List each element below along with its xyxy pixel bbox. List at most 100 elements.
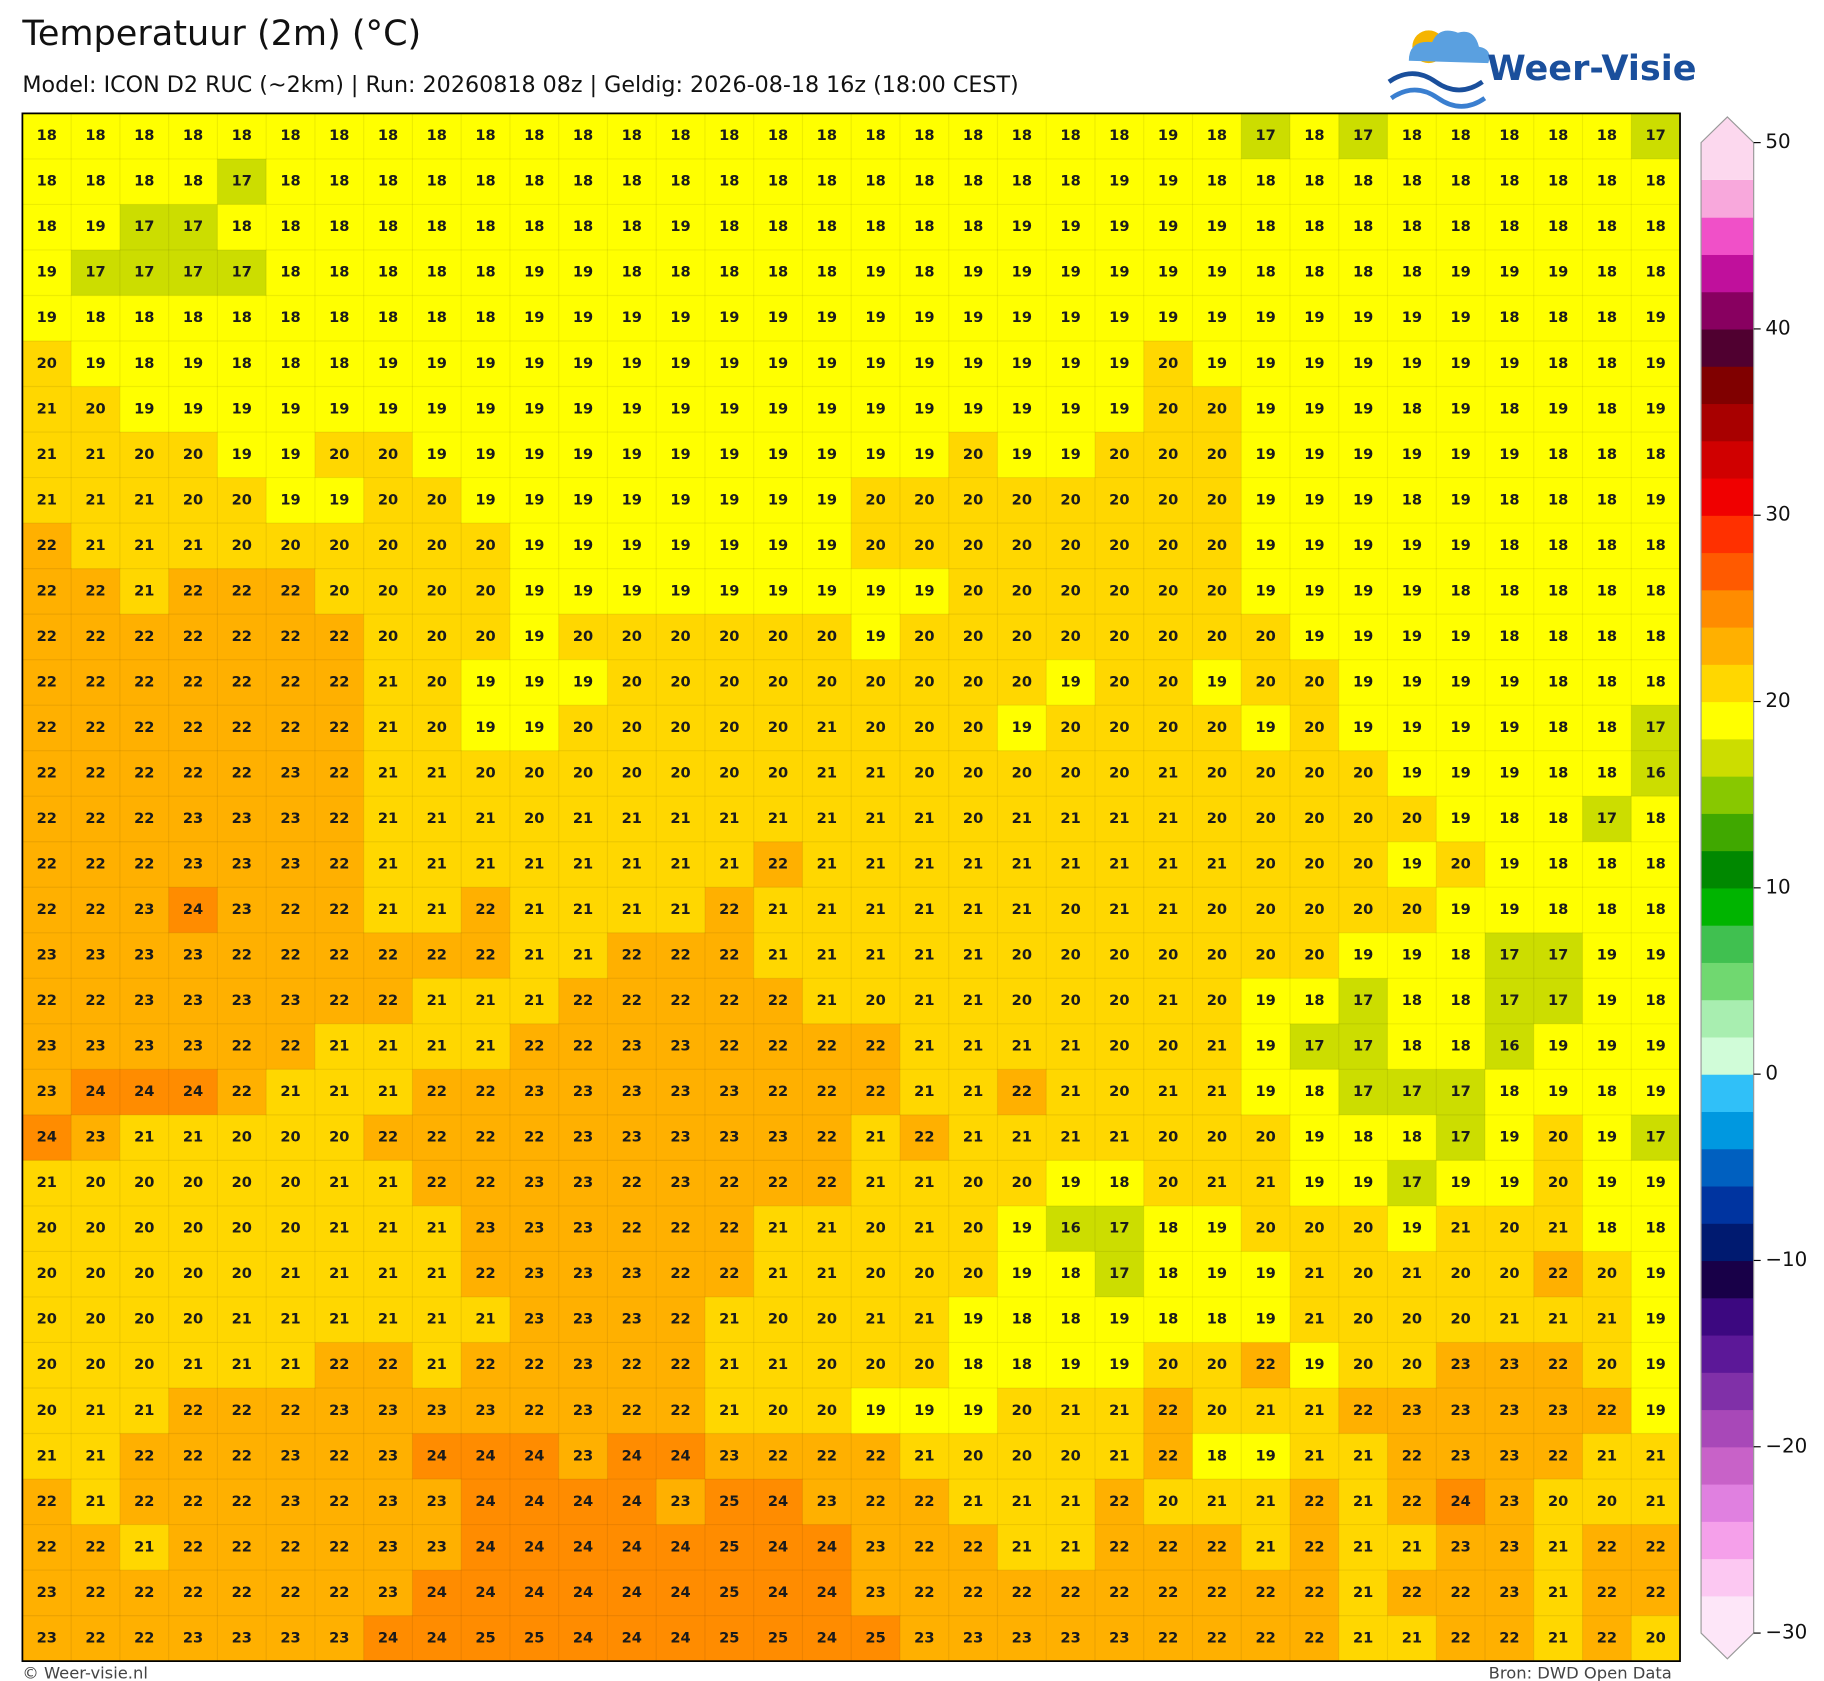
temperature-label: 20 (1060, 764, 1080, 781)
temperature-label: 22 (85, 1629, 105, 1646)
colorbar-bin (1701, 291, 1754, 330)
temperature-label: 21 (134, 1402, 154, 1419)
temperature-cell (1046, 1069, 1096, 1116)
temperature-label: 20 (134, 1220, 154, 1237)
temperature-label: 23 (37, 1038, 57, 1055)
temperature-label: 22 (865, 1493, 885, 1510)
temperature-cell (607, 295, 657, 342)
temperature-cell (753, 887, 804, 934)
temperature-label: 18 (1597, 628, 1617, 645)
temperature-cell (753, 432, 804, 479)
temperature-cell (1289, 1160, 1340, 1207)
temperature-cell (1289, 978, 1340, 1025)
temperature-label: 18 (1597, 127, 1617, 144)
temperature-label: 20 (1207, 628, 1227, 645)
temperature-label: 22 (1548, 1356, 1568, 1373)
temperature-cell (851, 113, 901, 160)
temperature-cell (1387, 1296, 1437, 1344)
temperature-label: 21 (1207, 1174, 1227, 1191)
temperature-cell (168, 113, 219, 160)
temperature-cell (1046, 1342, 1096, 1389)
temperature-cell (412, 1251, 462, 1298)
temperature-cell (948, 295, 999, 342)
temperature-cell (558, 705, 609, 752)
temperature-label: 18 (1499, 810, 1519, 827)
temperature-cell (1338, 295, 1389, 342)
temperature-cell (266, 887, 316, 934)
temperature-label: 20 (378, 628, 398, 645)
temperature-label: 18 (1548, 446, 1568, 463)
temperature-label: 20 (573, 628, 593, 645)
temperature-cell (997, 1387, 1047, 1435)
temperature-cell (851, 1251, 901, 1298)
temperature-cell (119, 523, 170, 570)
temperature-cell (363, 1524, 414, 1571)
temperature-label: 22 (1304, 1538, 1324, 1555)
temperature-cell (314, 750, 365, 797)
temperature-cell (1387, 1114, 1437, 1161)
temperature-cell (1289, 705, 1340, 752)
temperature-label: 21 (232, 1311, 252, 1328)
temperature-cell (509, 386, 560, 433)
temperature-label: 23 (963, 1629, 983, 1646)
temperature-label: 24 (573, 1629, 593, 1646)
temperature-cell (802, 887, 852, 934)
temperature-cell (899, 887, 950, 934)
temperature-label: 22 (329, 719, 349, 736)
temperature-cell (753, 1433, 804, 1480)
temperature-cell (1338, 1524, 1389, 1571)
temperature-cell (1289, 340, 1340, 388)
temperature-label: 22 (85, 628, 105, 645)
temperature-cell (119, 841, 170, 888)
temperature-cell (22, 204, 72, 251)
temperature-cell (1485, 1342, 1535, 1389)
temperature-label: 19 (719, 309, 739, 326)
temperature-label: 22 (378, 992, 398, 1009)
temperature-label: 19 (1207, 355, 1227, 372)
temperature-label: 22 (524, 1129, 544, 1146)
temperature-cell (1631, 1251, 1681, 1298)
temperature-cell (412, 659, 462, 706)
temperature-cell (1387, 1615, 1437, 1662)
temperature-label: 19 (1402, 1220, 1422, 1237)
temperature-label: 19 (914, 309, 934, 326)
temperature-label: 20 (1207, 719, 1227, 736)
temperature-cell (753, 340, 804, 388)
temperature-label: 20 (622, 673, 642, 690)
temperature-label: 19 (865, 628, 885, 645)
temperature-label: 22 (183, 673, 203, 690)
temperature-label: 19 (1158, 309, 1178, 326)
temperature-label: 20 (1353, 1220, 1373, 1237)
colorbar-bin (1701, 1260, 1754, 1299)
temperature-cell (948, 841, 999, 888)
temperature-label: 19 (1499, 855, 1519, 872)
temperature-label: 21 (1353, 1629, 1373, 1646)
temperature-label: 19 (329, 491, 349, 508)
temperature-cell (168, 1069, 219, 1116)
temperature-cell (1241, 932, 1291, 979)
temperature-cell (656, 1251, 706, 1298)
temperature-label: 20 (817, 673, 837, 690)
temperature-label: 20 (1353, 764, 1373, 781)
temperature-cell (168, 1524, 219, 1571)
temperature-cell (1094, 614, 1145, 661)
temperature-cell (851, 1570, 901, 1617)
temperature-cell (22, 1387, 72, 1435)
colorbar-bin (1701, 440, 1754, 479)
temperature-label: 19 (1255, 582, 1275, 599)
temperature-label: 21 (524, 992, 544, 1009)
temperature-label: 21 (914, 810, 934, 827)
temperature-label: 18 (329, 355, 349, 372)
temperature-label: 17 (1402, 1174, 1422, 1191)
temperature-label: 23 (1109, 1629, 1129, 1646)
temperature-label: 21 (427, 855, 447, 872)
temperature-cell (704, 1387, 755, 1435)
temperature-cell (753, 1524, 804, 1571)
temperature-label: 21 (1109, 810, 1129, 827)
temperature-label: 20 (427, 491, 447, 508)
temperature-label: 24 (622, 1493, 642, 1510)
temperature-label: 22 (280, 1402, 300, 1419)
temperature-label: 19 (1353, 673, 1373, 690)
temperature-cell (1241, 1251, 1291, 1298)
temperature-cell (1387, 1570, 1437, 1617)
